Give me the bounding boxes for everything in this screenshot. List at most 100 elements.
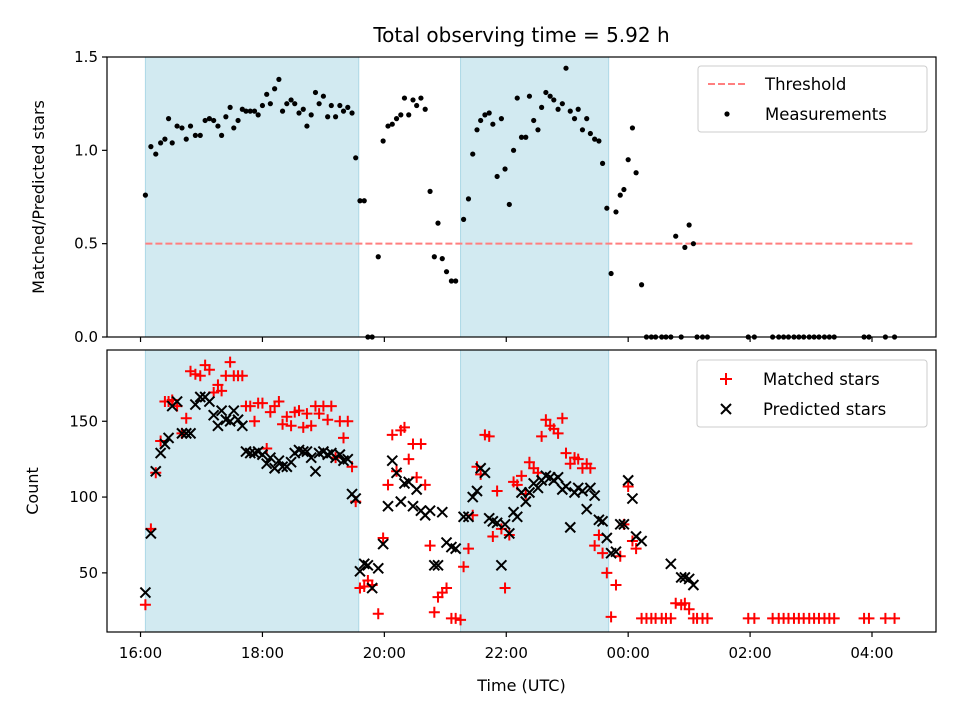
top-y-axis-label: Matched/Predicted stars	[29, 100, 48, 294]
measurement-point	[174, 123, 180, 129]
measurement-point	[547, 93, 553, 99]
matched-star-point	[273, 396, 285, 408]
bottom-x-ticks: 16:00 18:00 20:00 22:00 00:00 02:00 04:00	[119, 632, 894, 662]
predicted-star-point	[203, 395, 216, 408]
matched-star-point	[216, 385, 228, 397]
measurement-point	[453, 278, 459, 284]
predicted-star-point	[150, 465, 162, 477]
measurement-point	[571, 116, 578, 122]
measurement-point	[304, 123, 310, 129]
measurement-point	[320, 93, 326, 99]
matched-star-point	[610, 579, 622, 591]
matched-star-point	[313, 408, 325, 420]
predicted-star-point	[457, 511, 470, 523]
predicted-star-point	[362, 559, 374, 571]
top-axes-frame	[106, 56, 937, 338]
matched-star-point	[536, 430, 548, 442]
measurement-point	[231, 125, 237, 131]
matched-star-point	[471, 461, 483, 473]
measurement-point	[227, 104, 233, 110]
matched-star-point	[665, 612, 677, 624]
predicted-star-point	[523, 486, 536, 499]
measurement-point	[543, 89, 549, 96]
predicted-star-point	[471, 485, 483, 497]
matched-star-point	[499, 582, 511, 594]
matched-star-point	[441, 582, 453, 594]
matched-star-point	[630, 543, 642, 555]
x-tick-label: 02:00	[728, 644, 771, 662]
measurement-point	[264, 91, 270, 97]
matched-star-point	[372, 608, 384, 620]
measurement-point	[498, 116, 504, 122]
predicted-star-point	[354, 565, 366, 578]
matched-star-point	[398, 421, 410, 433]
measurement-point	[235, 117, 241, 124]
measurement-point	[617, 192, 623, 198]
matched-star-point	[236, 370, 248, 382]
measurement-point	[312, 89, 319, 96]
measurement-point	[223, 114, 229, 120]
matched-star-point	[293, 405, 305, 417]
matched-star-point	[338, 432, 350, 444]
matched-star-point	[863, 612, 875, 624]
measurement-point	[357, 198, 363, 204]
measurement-point	[192, 132, 198, 138]
predicted-star-point	[159, 438, 171, 450]
matched-star-point	[382, 479, 394, 491]
matched-star-point	[483, 430, 495, 442]
predicted-star-point	[162, 432, 175, 444]
measurement-point	[279, 108, 286, 114]
predicted-star-point	[366, 582, 378, 594]
measurement-point	[482, 112, 488, 118]
measurement-point	[202, 117, 208, 124]
measurement-point	[514, 95, 520, 101]
matched-star-point	[386, 429, 398, 441]
measurement-point	[539, 104, 545, 110]
predicted-star-point	[499, 518, 511, 531]
measurement-point	[406, 112, 412, 118]
matched-star-point	[450, 612, 462, 624]
predicted-star-point	[479, 467, 491, 479]
bottom-panel: 50 100 150 16:00 18:00 20:00 22:00 00:00 02:00 0…	[23, 349, 937, 695]
measurement-point	[486, 110, 492, 116]
matched-star-point	[503, 529, 515, 541]
measurement-point	[162, 136, 168, 142]
measurement-point	[531, 117, 537, 124]
measurement-point	[604, 205, 610, 211]
matched-star-point	[224, 356, 236, 368]
predicted-star-point	[462, 511, 475, 523]
predicted-star-point	[154, 447, 167, 459]
measurement-point	[621, 186, 627, 193]
measurement-point	[474, 127, 480, 133]
measurement-point	[418, 95, 424, 101]
predicted-star-point	[377, 538, 389, 550]
top-legend: Threshold Measurements	[697, 65, 928, 133]
predicted-star-point	[180, 427, 192, 440]
measurement-point	[523, 134, 529, 140]
predicted-star-point	[618, 518, 630, 531]
measurement-point	[197, 132, 203, 138]
predicted-star-point	[395, 495, 407, 508]
top-y-ticks: 0.0 0.5 1.0 1.5	[74, 48, 107, 346]
measurement-point	[518, 134, 525, 140]
measurement-point	[300, 106, 306, 112]
predicted-star-point	[635, 535, 648, 547]
matched-star-point	[424, 540, 436, 552]
threshold-legend-label: Threshold	[764, 75, 846, 94]
x-tick-label: 04:00	[850, 644, 893, 662]
matched-star-point	[701, 612, 713, 624]
matched-star-point	[261, 443, 273, 455]
predicted-star-point	[552, 471, 564, 484]
matched-star-point	[556, 412, 568, 424]
matched-star-point	[462, 543, 474, 555]
matched-star-point	[560, 447, 572, 459]
predicted-star-point	[410, 483, 423, 496]
predicted-star-point	[390, 467, 403, 479]
top-legend-box	[697, 65, 928, 133]
predicted-star-point	[285, 456, 297, 468]
measurement-point	[460, 216, 467, 222]
measurement-point	[470, 151, 476, 157]
predicted-star-point	[273, 454, 285, 467]
matched-star-point	[281, 411, 293, 423]
